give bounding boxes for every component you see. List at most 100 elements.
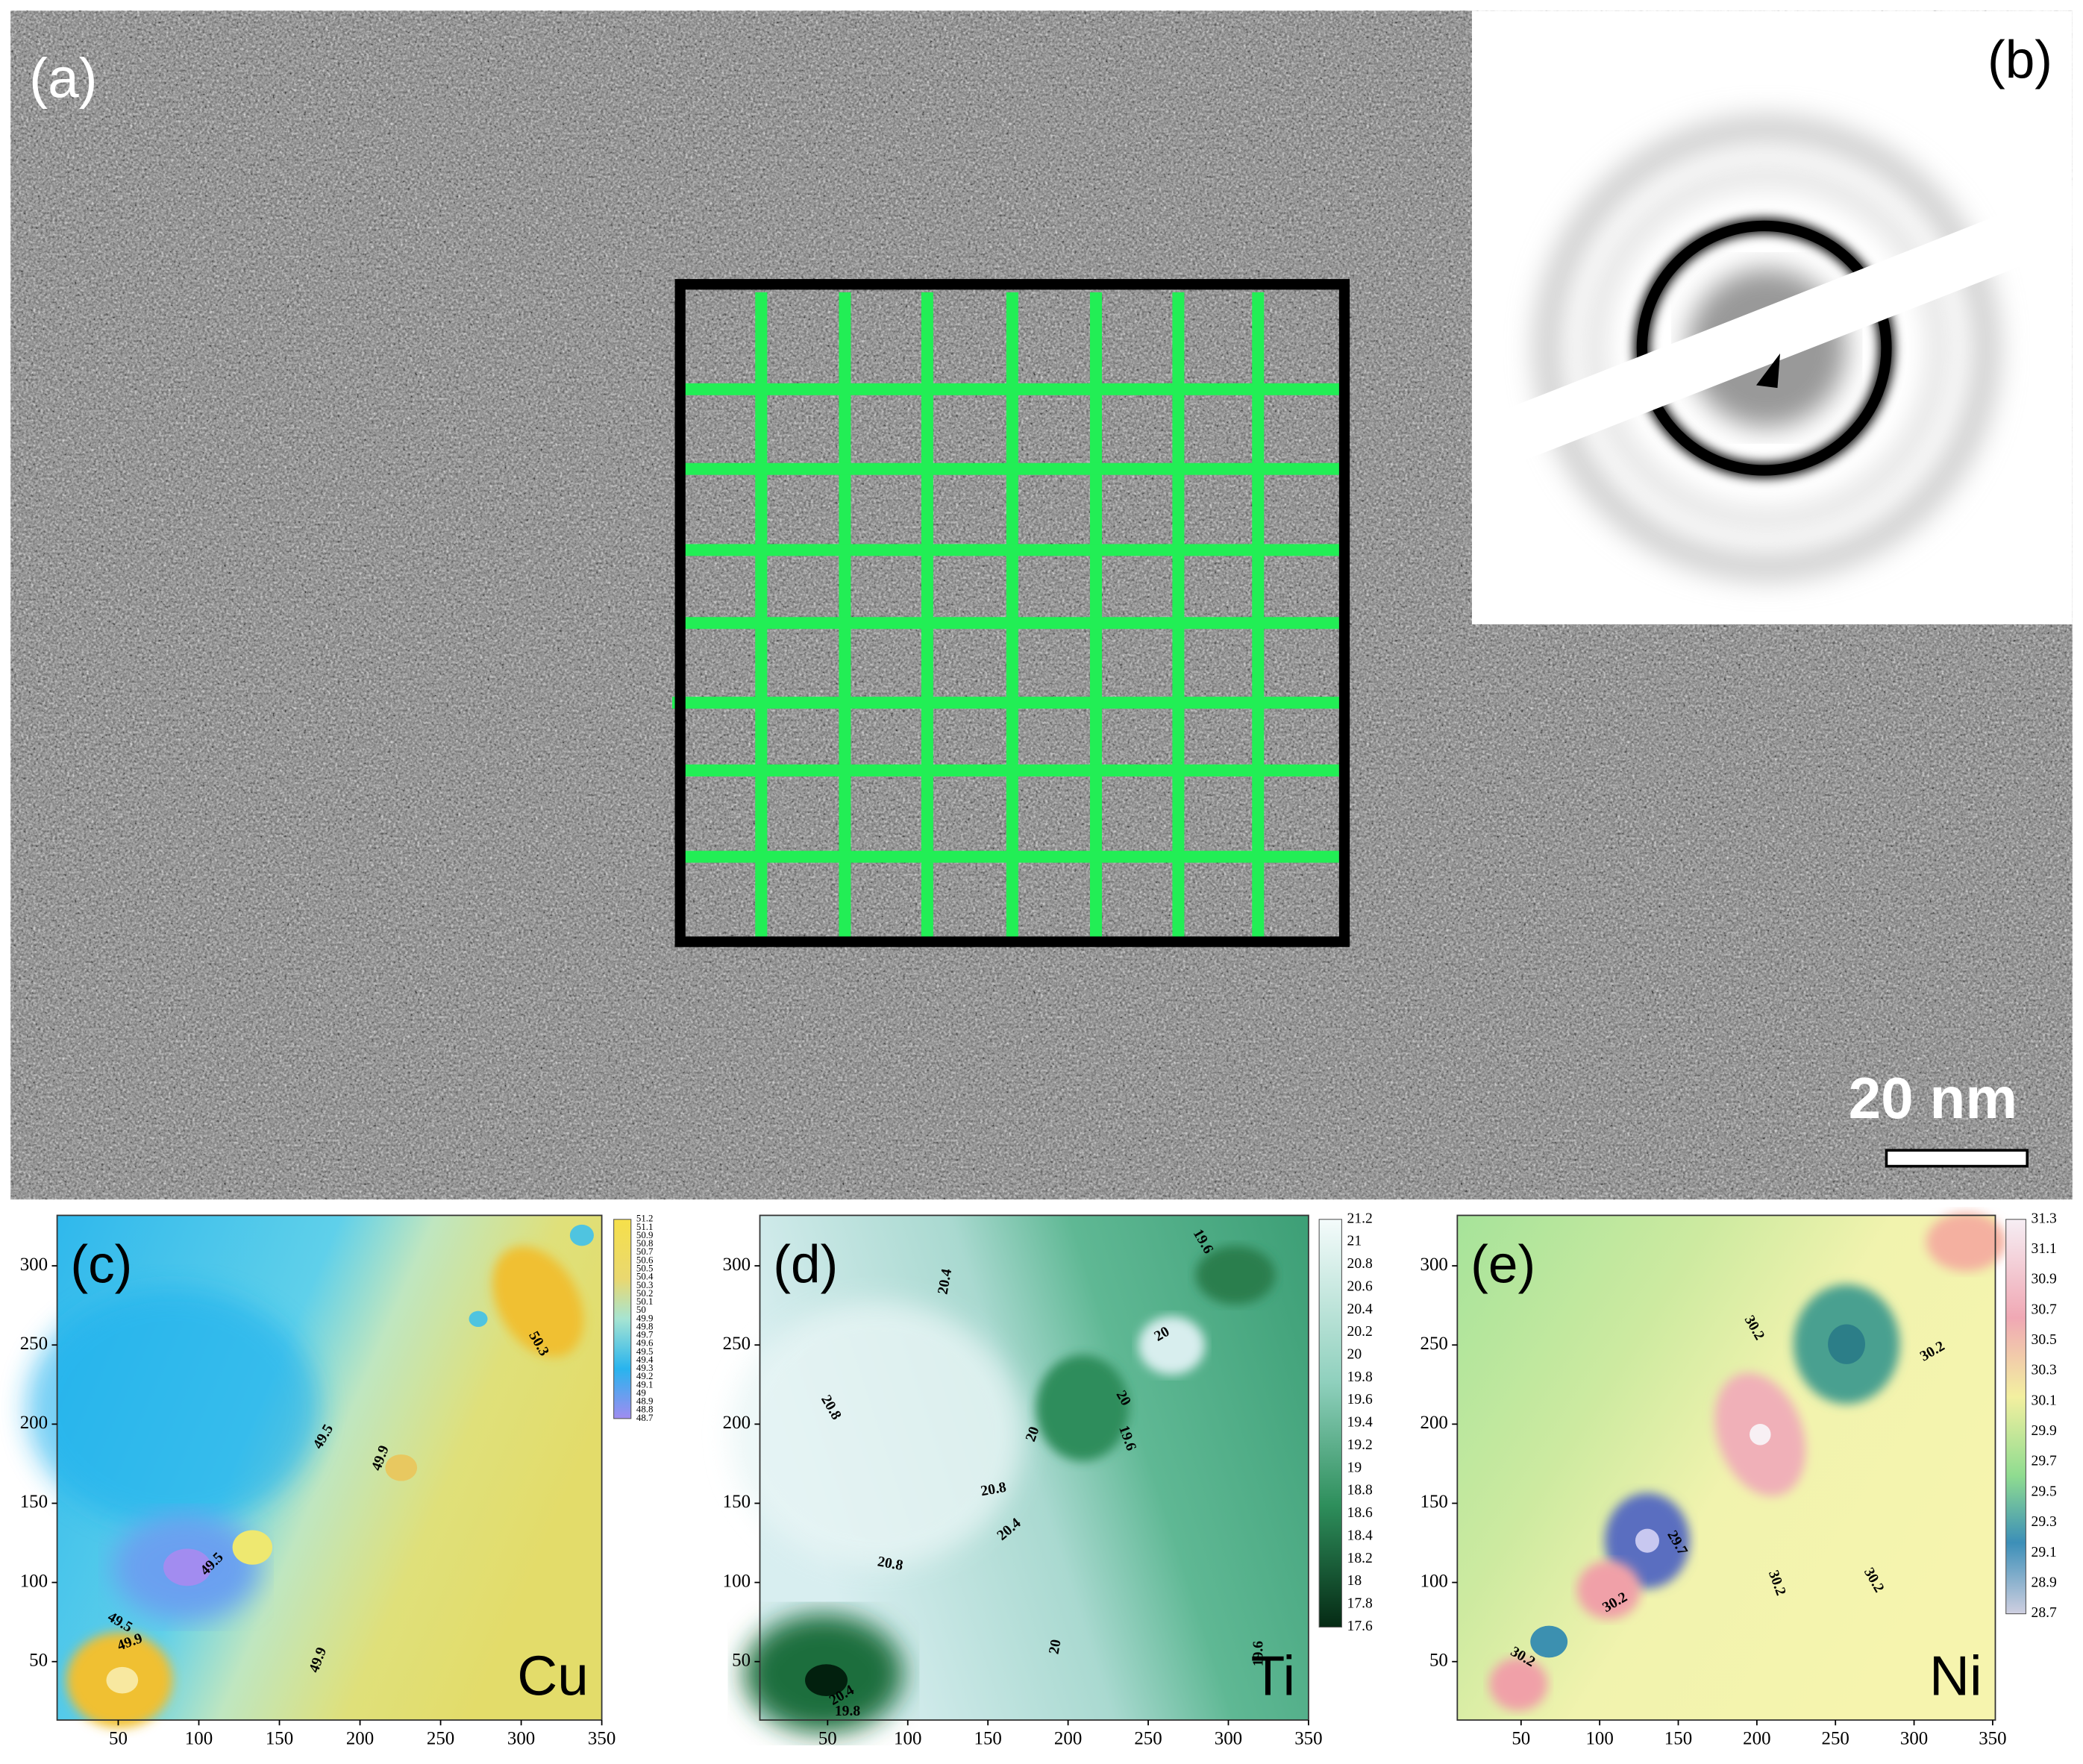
scale-bar-label: 20 nm [1849,1065,2017,1131]
colorbar-label: 18.6 [1347,1505,1373,1521]
contour-label: 19.8 [835,1704,860,1719]
colorbar-label: 20 [1347,1346,1362,1362]
colorbar-label: 50.3 [636,1280,654,1290]
x-tick-label: 300 [1900,1728,1928,1748]
diffraction-inset [1471,10,2073,625]
x-tick-label: 50 [109,1728,128,1748]
ti-map [730,1214,1309,1733]
y-tick-label: 250 [723,1334,751,1354]
colorbar-label: 19.6 [1347,1392,1373,1407]
colorbar-label: 31.3 [2032,1211,2057,1226]
y-tick-label: 200 [723,1413,751,1433]
colorbar-label: 30.1 [2032,1393,2057,1408]
colorbar-label: 29.5 [2032,1484,2057,1499]
y-tick-label: 150 [723,1492,751,1512]
colorbar-label: 28.9 [2032,1575,2057,1590]
x-tick-label: 250 [427,1728,454,1748]
colorbar-label: 19 [1347,1460,1362,1475]
y-tick-label: 200 [1420,1413,1448,1433]
panel-label: (b) [1988,31,2052,90]
y-tick-label: 200 [20,1413,48,1433]
colorbar-label: 29.9 [2032,1423,2057,1439]
colorbar-label: 20.2 [1347,1324,1373,1340]
colorbar-label: 50.6 [636,1255,654,1265]
colorbar-label: 50.2 [636,1288,654,1299]
x-tick-label: 150 [266,1728,293,1748]
colorbar [2005,1219,2026,1615]
panel-label: (e) [1470,1235,1535,1294]
colorbar-label: 31.1 [2032,1241,2057,1257]
y-tick-label: 150 [1420,1492,1448,1512]
x-tick-label: 100 [1585,1728,1613,1748]
colorbar-label: 49.6 [636,1338,654,1349]
colorbar-label: 50.5 [636,1264,654,1274]
panel-label: (c) [70,1235,132,1294]
y-tick-label: 100 [20,1571,48,1591]
cu-map [26,1214,603,1728]
colorbar-label: 50.7 [636,1246,654,1257]
ni-map [1456,1212,2006,1721]
colorbar-label: 49.5 [636,1346,654,1357]
colorbar-label: 49.2 [636,1371,654,1381]
x-tick-label: 350 [1979,1728,2006,1748]
x-tick-label: 350 [588,1728,615,1748]
contour-label: 19.6 [1251,1641,1267,1666]
colorbar-label: 49.8 [636,1321,654,1331]
colorbar-label: 20.6 [1347,1278,1373,1294]
colorbar [1318,1219,1342,1628]
contour-label: 20 [1047,1638,1065,1655]
grid-overlay [671,279,1350,947]
x-tick-label: 50 [1512,1728,1530,1748]
x-tick-label: 250 [1822,1728,1849,1748]
x-tick-label: 100 [185,1728,213,1748]
x-tick-label: 200 [1054,1728,1082,1748]
y-tick-label: 300 [1420,1255,1448,1275]
colorbar-label: 18.2 [1347,1551,1373,1566]
colorbar-label: 29.7 [2032,1454,2057,1469]
colorbar-label: 49.4 [636,1355,654,1365]
colorbar-label: 50.1 [636,1296,654,1307]
panel-label: (a) [29,46,97,109]
colorbar-label: 17.6 [1347,1619,1373,1634]
x-tick-label: 150 [974,1728,1002,1748]
y-tick-label: 50 [732,1650,751,1670]
scale-bar [1885,1149,2029,1168]
colorbar-label: 48.9 [636,1396,654,1407]
y-tick-label: 150 [20,1492,48,1512]
y-tick-label: 50 [29,1650,48,1670]
colorbar-label: 49.9 [636,1313,654,1323]
colorbar-label: 28.7 [2032,1605,2057,1621]
colorbar-label: 19.2 [1347,1437,1373,1453]
colorbar-label: 48.7 [636,1413,654,1423]
x-tick-label: 200 [346,1728,374,1748]
colorbar-label: 50.4 [636,1272,654,1282]
x-tick-label: 200 [1743,1728,1770,1748]
x-tick-label: 350 [1294,1728,1322,1748]
element-label: Cu [517,1644,589,1707]
colorbar-label: 18.8 [1347,1483,1373,1498]
colorbar-label: 20.4 [1347,1302,1373,1317]
colorbar [613,1219,632,1419]
x-tick-label: 250 [1134,1728,1162,1748]
colorbar-label: 30.3 [2032,1363,2057,1378]
colorbar-label: 29.1 [2032,1545,2057,1560]
colorbar-label: 50.9 [636,1230,654,1240]
colorbar-label: 30.5 [2032,1332,2057,1348]
colorbar-label: 17.8 [1347,1596,1373,1612]
element-label: Ni [1929,1644,1982,1707]
colorbar-label: 18 [1347,1573,1362,1589]
colorbar-label: 19.4 [1347,1415,1373,1431]
colorbar-label: 49 [636,1387,646,1398]
colorbar-label: 51.1 [636,1222,654,1232]
panel-label: (d) [773,1235,838,1294]
colorbar-label: 19.8 [1347,1369,1373,1385]
colorbar-label: 20.8 [1347,1256,1373,1272]
colorbar-label: 30.7 [2032,1302,2057,1317]
colorbar-label: 49.7 [636,1330,654,1340]
x-tick-label: 50 [818,1728,837,1748]
y-tick-label: 50 [1429,1650,1448,1670]
x-tick-label: 150 [1664,1728,1692,1748]
colorbar-label: 29.3 [2032,1514,2057,1530]
y-tick-label: 250 [1420,1334,1448,1354]
